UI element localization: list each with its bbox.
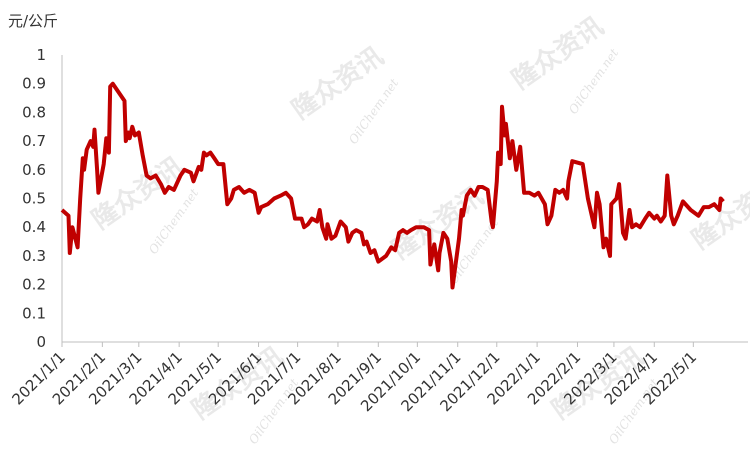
y-axis-label: 元/公斤 bbox=[8, 12, 58, 30]
y-tick-label: 0.9 bbox=[22, 75, 46, 93]
y-tick-label: 0.2 bbox=[22, 276, 46, 294]
y-tick-label: 0.3 bbox=[22, 247, 46, 265]
y-tick-label: 0.7 bbox=[22, 132, 46, 150]
line bbox=[60, 81, 725, 290]
y-tick-label: 0.4 bbox=[22, 218, 46, 236]
y-tick-label: 0.1 bbox=[22, 304, 46, 322]
y-tick-label: 1 bbox=[36, 46, 46, 64]
y-tick-label: 0.8 bbox=[22, 103, 46, 121]
y-tick-label: 0.5 bbox=[22, 190, 46, 208]
y-tick-label: 0 bbox=[36, 333, 46, 351]
y-tick-label: 0.6 bbox=[22, 161, 46, 179]
